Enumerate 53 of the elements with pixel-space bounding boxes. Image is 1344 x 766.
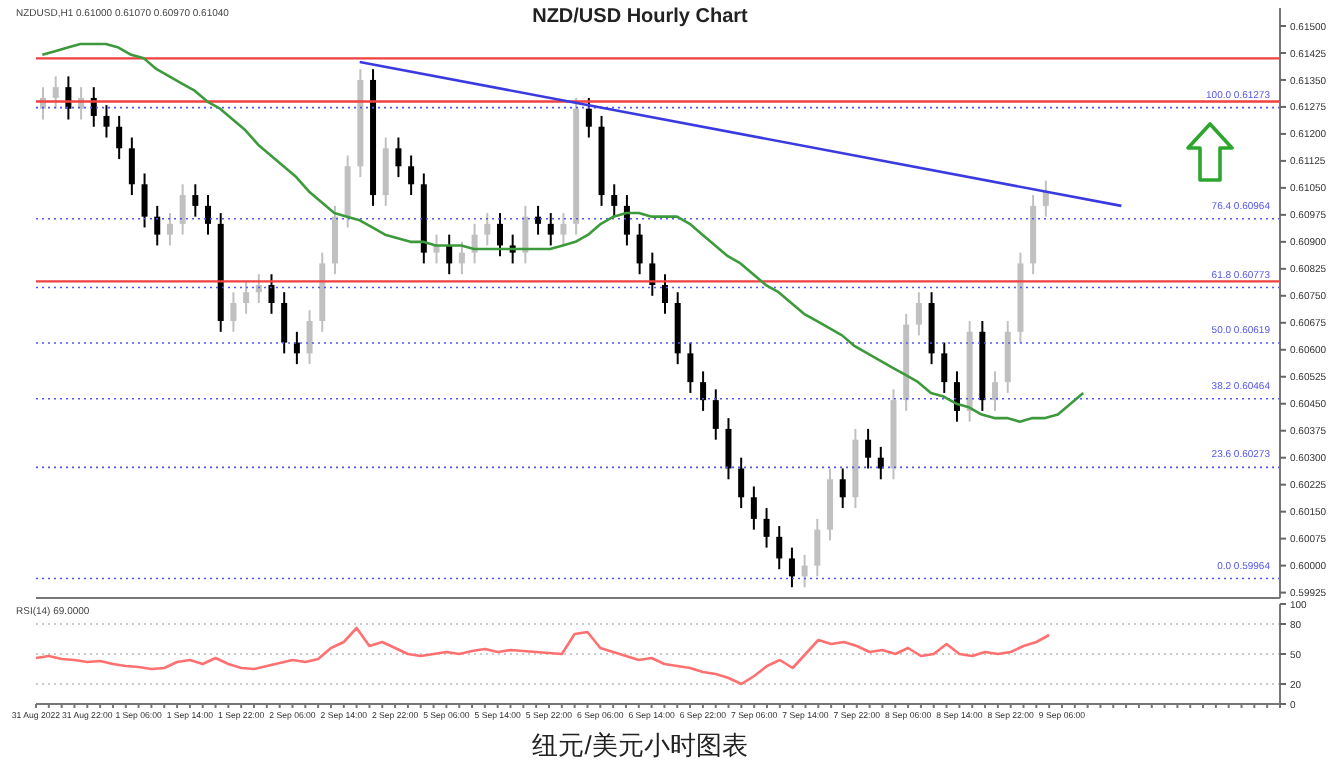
candlestick — [205, 194, 212, 236]
line-series — [41, 42, 1085, 424]
candlestick — [814, 517, 821, 578]
candlestick — [611, 183, 618, 218]
candlestick — [395, 136, 402, 179]
candlestick — [560, 212, 567, 247]
candlestick — [52, 75, 59, 110]
candlestick — [865, 427, 872, 470]
candlestick — [103, 104, 110, 139]
candlestick — [268, 273, 275, 315]
chart-title: NZD/USD Hourly Chart — [532, 6, 748, 28]
candlestick — [255, 273, 262, 304]
candlestick — [306, 309, 313, 366]
candlestick — [243, 280, 250, 315]
candlestick — [128, 136, 135, 197]
candlestick — [687, 341, 694, 394]
candlestick — [141, 172, 148, 229]
candlestick — [776, 525, 783, 571]
candlestick — [788, 546, 795, 589]
candlestick — [839, 467, 846, 510]
candlestick — [915, 291, 922, 337]
candlestick — [662, 273, 668, 315]
candlestick — [496, 212, 503, 258]
candlestick — [230, 291, 237, 333]
candlestick — [941, 341, 948, 394]
candlestick — [458, 240, 465, 276]
candlestick — [623, 194, 630, 247]
candlestick — [712, 388, 719, 441]
candlestick — [700, 370, 707, 412]
candlestick — [1042, 179, 1049, 218]
candlestick — [179, 183, 186, 236]
candlestick — [992, 370, 999, 412]
candlestick — [953, 370, 960, 423]
candlestick — [738, 456, 745, 510]
candlestick — [116, 114, 123, 161]
candlestick — [154, 204, 161, 247]
candlestick — [166, 212, 173, 247]
candlestick — [408, 154, 415, 197]
candlestick — [801, 553, 808, 589]
candlestick — [382, 136, 389, 207]
candlestick — [522, 204, 529, 265]
candlestick — [750, 485, 757, 531]
candlestick — [281, 291, 288, 355]
candlestick — [484, 212, 491, 247]
candlestick — [636, 222, 643, 276]
candlestick — [547, 212, 554, 247]
text: 纽元/美元小时图表 — [530, 728, 750, 764]
candlestick — [725, 417, 732, 481]
candlestick — [585, 96, 592, 139]
candlestick — [192, 183, 199, 218]
candlestick — [331, 204, 338, 276]
line-series — [34, 626, 1051, 686]
candlestick — [763, 507, 770, 549]
